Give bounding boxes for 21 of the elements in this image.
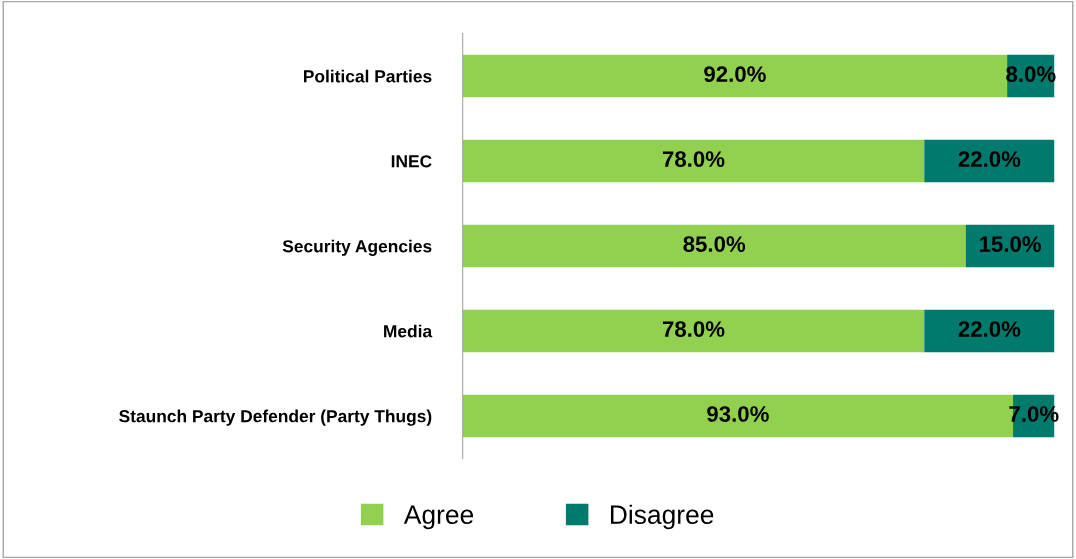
bar — [462, 54, 1008, 98]
data-label: 22.0% — [958, 151, 1021, 167]
bar — [924, 309, 1055, 353]
data-label: 92.0% — [704, 66, 766, 82]
bar — [924, 139, 1055, 183]
y-tick-label: Security Agencies — [282, 239, 432, 256]
y-tick-label: Media — [384, 324, 433, 338]
y-tick-label: INEC — [391, 155, 432, 168]
data-label: 78.0% — [662, 321, 725, 337]
legend-label: Agree — [403, 505, 474, 530]
legend-label: Disagree — [610, 504, 714, 530]
bar — [462, 224, 966, 268]
data-label: 15.0% — [979, 236, 1042, 252]
y-tick-label: Political Parties — [303, 69, 432, 83]
data-label: 22.0% — [958, 321, 1021, 337]
y-tick-label: Staunch Party Defender (Party Thugs) — [119, 409, 432, 426]
data-label: 78.0% — [662, 151, 725, 167]
data-label: 85.0% — [683, 236, 746, 252]
data-label: 93.0% — [707, 406, 769, 422]
bar — [462, 309, 925, 353]
bar — [462, 139, 925, 183]
